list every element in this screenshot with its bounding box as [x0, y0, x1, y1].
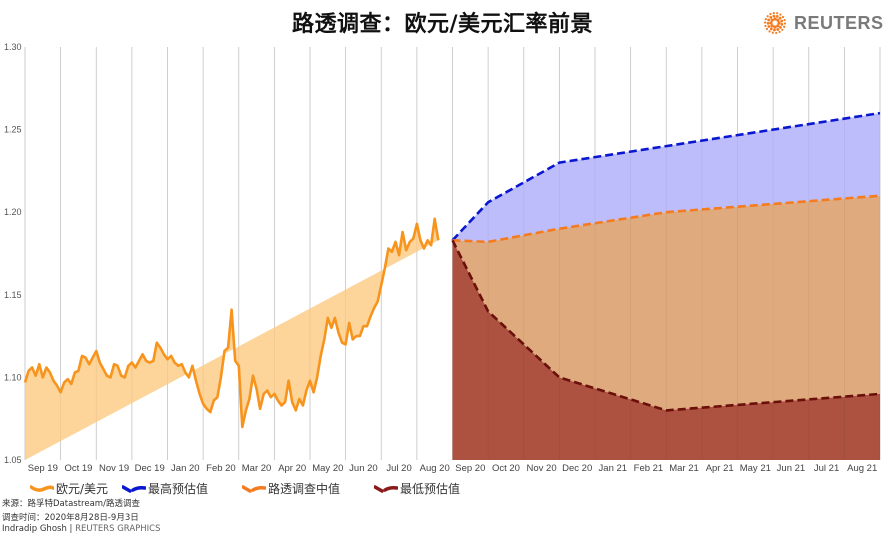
- legend-swatch-high-icon: [122, 484, 146, 493]
- credit-brand: REUTERS GRAPHICS: [75, 524, 161, 534]
- x-tick-label: May 20: [312, 463, 343, 474]
- reuters-dot-ring-icon: [763, 11, 787, 35]
- y-tick-label: 1.25: [4, 125, 22, 135]
- x-tick-label: Aug 20: [420, 463, 450, 474]
- median-line: [452, 194, 881, 244]
- x-tick-label: Oct 19: [64, 463, 92, 474]
- legend-item-median: 路透调查中值: [242, 480, 340, 497]
- y-tick-label: 1.10: [4, 372, 22, 382]
- x-tick-label: Jan 21: [599, 463, 628, 474]
- x-tick-label: Nov 20: [527, 463, 557, 474]
- reuters-logo: REUTERS: [762, 10, 884, 36]
- series-lines: [23, 111, 881, 429]
- x-tick-label: Oct 20: [492, 463, 520, 474]
- x-tick-label: Apr 20: [278, 463, 306, 474]
- legend-label: 路透调查中值: [268, 482, 341, 496]
- low-area: [452, 240, 880, 460]
- x-tick-label: Feb 20: [206, 463, 236, 474]
- survey-period-note: 调查时间：2020年8月28日-9月3日: [2, 513, 139, 523]
- chart-title: 路透调查：欧元/美元汇率前景: [291, 12, 594, 37]
- y-tick-label: 1.15: [4, 290, 22, 300]
- credit-separator: |: [69, 524, 73, 534]
- legend-swatch-eurusd-icon: [30, 484, 54, 492]
- area-fills: [24, 47, 881, 460]
- x-tick-label: May 21: [740, 463, 771, 474]
- legend-label: 欧元/美元: [56, 482, 109, 496]
- legend-label: 最高预估值: [148, 482, 209, 496]
- y-tick-label: 1.20: [4, 207, 22, 217]
- x-tick-label: Jul 21: [814, 463, 839, 474]
- y-axis-ticks: 1.30 1.25 1.20 1.15 1.10 1.05: [4, 42, 22, 465]
- legend-item-eurusd: 欧元/美元: [30, 480, 108, 497]
- x-tick-label: Dec 20: [562, 463, 592, 474]
- legend-swatch-low-icon: [374, 484, 398, 493]
- chart-area: 1.30 1.25 1.20 1.15 1.10 1.05 Sep 19 Oct 19 Nov…: [4, 42, 881, 474]
- x-tick-label: Jul 20: [386, 463, 411, 474]
- author: Indradip Ghosh: [2, 524, 67, 534]
- logo-text: REUTERS: [794, 12, 884, 33]
- x-tick-label: Jun 20: [349, 463, 378, 474]
- high-band-area: [452, 113, 880, 242]
- x-tick-label: Mar 20: [242, 463, 272, 474]
- credit-line: Indradip Ghosh | REUTERS GRAPHICS: [2, 524, 161, 534]
- x-tick-label: Feb 21: [634, 463, 664, 474]
- x-tick-label: Nov 19: [99, 463, 129, 474]
- median-band-area: [452, 195, 880, 411]
- x-axis-ticks: Sep 19 Oct 19 Nov 19 Dec 19 Jan 20 Feb 20 Mar …: [28, 463, 878, 474]
- legend-item-low-estimate: 最低预估值: [374, 480, 460, 497]
- low-estimate-line: [451, 239, 881, 412]
- high-estimate-line: [451, 111, 881, 242]
- x-tick-label: Sep 19: [28, 463, 58, 474]
- x-tick-label: Dec 19: [135, 463, 165, 474]
- x-tick-label: Apr 21: [706, 463, 734, 474]
- legend-label: 最低预估值: [400, 482, 461, 496]
- legend: 欧元/美元 最高预估值 路透调查中值 最低预估值: [30, 480, 880, 496]
- legend-item-high-estimate: 最高预估值: [122, 480, 208, 497]
- legend-swatch-median-icon: [242, 484, 266, 493]
- y-tick-label: 1.30: [4, 42, 22, 52]
- y-tick-label: 1.05: [4, 455, 22, 465]
- source-note: 来源：路孚特Datastream/路透调查: [2, 499, 140, 509]
- eurusd-line: [23, 217, 440, 429]
- history-area: [25, 218, 439, 460]
- x-tick-label: Jun 21: [777, 463, 806, 474]
- x-tick-label: Jan 20: [171, 463, 200, 474]
- x-tick-label: Sep 20: [455, 463, 485, 474]
- x-tick-label: Aug 21: [847, 463, 877, 474]
- x-tick-label: Mar 21: [669, 463, 699, 474]
